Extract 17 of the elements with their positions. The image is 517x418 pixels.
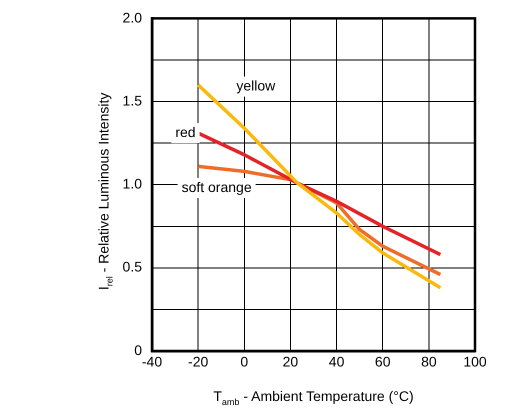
x-tick-label: -40 [142, 353, 162, 370]
x-tick-label: -20 [188, 353, 208, 370]
y-tick-label: 1.5 [122, 92, 142, 108]
y-tick-label: 1.0 [122, 176, 142, 192]
y-tick-label: 0.5 [122, 258, 142, 275]
series-label: yellow [236, 77, 276, 94]
y-tick-label: 0 [134, 342, 142, 358]
series-label: soft orange [182, 178, 252, 195]
x-axis-title: T$_{amb}$ - Ambient Temperature (°C) [212, 388, 415, 407]
x-tick-label: 60 [374, 353, 391, 370]
x-tick-label: 100 [463, 353, 487, 370]
x-tick-label: 80 [421, 353, 437, 370]
x-tick-label: 0 [240, 353, 248, 370]
x-tick-label: 40 [328, 353, 345, 370]
x-tick-label: 20 [282, 353, 298, 370]
y-tick-label: 2.0 [122, 9, 142, 26]
series-label: red [175, 124, 196, 140]
